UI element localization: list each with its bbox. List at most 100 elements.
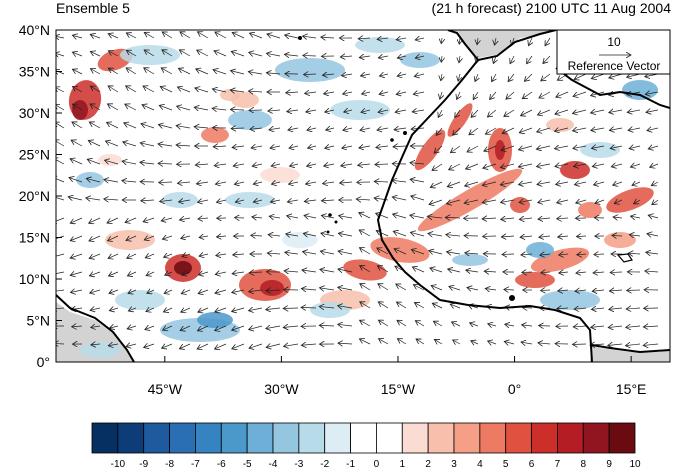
- wind-vector: [266, 308, 281, 310]
- lat-tick-label: 15°N: [19, 230, 50, 246]
- wind-vector: [558, 290, 569, 291]
- wind-vector: [108, 34, 119, 38]
- wind-vector: [324, 92, 335, 94]
- wind-vector: [338, 269, 353, 272]
- wind-vector: [231, 51, 245, 57]
- wind-vector: [232, 308, 245, 311]
- wind-vector: [628, 128, 641, 130]
- wind-vector: [652, 200, 659, 205]
- wind-vector: [319, 325, 335, 326]
- wind-vector: [378, 302, 389, 309]
- wind-vector: [458, 73, 460, 81]
- wind-vector: [360, 320, 371, 327]
- wind-vector: [56, 158, 65, 165]
- cape-verde-island: [334, 220, 338, 224]
- colorbar-label: -2: [320, 459, 329, 470]
- cape-verde-island: [328, 213, 332, 217]
- wind-vector: [147, 290, 155, 293]
- wind-vector: [125, 217, 137, 223]
- wind-vector: [448, 269, 461, 272]
- anomaly-field: [68, 37, 658, 358]
- wind-vector: [519, 127, 533, 133]
- wind-vector: [410, 179, 425, 182]
- wind-vector: [338, 287, 353, 290]
- wind-vector: [470, 323, 479, 326]
- wind-vector: [469, 127, 479, 135]
- anomaly-contour: [526, 242, 554, 258]
- wind-vector: [304, 215, 317, 218]
- lat-tick-label: 20°N: [19, 188, 50, 204]
- wind-vector: [144, 344, 155, 347]
- wind-vector: [397, 56, 407, 58]
- wind-vector: [572, 128, 587, 131]
- wind-vector: [235, 200, 245, 202]
- lon-tick-label: 15°W: [381, 381, 416, 397]
- wind-vector: [488, 324, 497, 326]
- anomaly-contour: [201, 127, 229, 143]
- wind-vector: [453, 340, 461, 344]
- wind-vector: [197, 50, 209, 57]
- wind-vector: [471, 341, 479, 344]
- wind-vector: [232, 272, 245, 274]
- wind-vector: [343, 128, 353, 130]
- wind-vector: [72, 104, 83, 111]
- wind-vector: [89, 217, 101, 223]
- axis-ticks: 40°N 35°N 30°N 25°N 20°N 15°N 10°N 5°N 0° 45°W 30°…: [19, 22, 647, 397]
- wind-vector: [143, 86, 155, 93]
- wind-vector: [162, 50, 173, 57]
- wind-vector: [89, 253, 101, 258]
- wind-vector: [90, 51, 101, 57]
- wind-vector: [56, 122, 65, 129]
- wind-vector: [288, 182, 299, 184]
- wind-vector: [162, 236, 173, 239]
- anomaly-contour: [417, 168, 523, 232]
- wind-vector: [56, 308, 65, 309]
- wind-vector: [412, 110, 425, 112]
- wind-vector: [126, 33, 137, 39]
- wind-vector: [609, 74, 623, 78]
- map-panel: [56, 30, 670, 362]
- wind-vector: [72, 52, 83, 56]
- lon-tick-label: 30°W: [264, 381, 299, 397]
- wind-vector: [501, 236, 515, 237]
- wind-vector: [145, 254, 155, 258]
- wind-vector: [627, 290, 641, 291]
- wind-vector: [537, 109, 551, 115]
- wind-vector: [495, 37, 496, 45]
- wind-vector: [558, 236, 569, 237]
- wind-vector: [360, 265, 371, 273]
- colorbar-label: 0: [374, 459, 380, 470]
- wind-vector: [432, 303, 443, 309]
- wind-vector: [321, 200, 335, 201]
- map-background: [56, 30, 670, 362]
- wind-vector: [591, 308, 605, 309]
- anomaly-contour: [98, 154, 122, 166]
- wind-vector: [559, 254, 569, 255]
- wind-vector: [344, 110, 353, 112]
- wind-vector: [613, 217, 623, 218]
- wind-vector: [303, 55, 317, 56]
- wind-vector: [416, 339, 425, 345]
- wind-vector: [70, 159, 83, 165]
- wind-vector: [611, 164, 623, 167]
- wind-vector: [212, 89, 227, 92]
- wind-vector: [519, 146, 533, 150]
- wind-vector: [195, 164, 209, 165]
- wind-vector: [181, 236, 191, 238]
- colorbar-label: -10: [111, 459, 126, 470]
- wind-vector: [540, 254, 551, 255]
- wind-vector: [573, 110, 587, 113]
- wind-vector: [159, 182, 173, 183]
- wind-vector: [614, 200, 623, 204]
- anomaly-contour: [72, 100, 88, 120]
- wind-vector: [465, 253, 479, 254]
- anomaly-contour: [495, 140, 505, 160]
- anomaly-contour: [578, 202, 602, 218]
- wind-vector: [177, 87, 191, 93]
- wind-vector: [196, 69, 209, 75]
- map-title: Ensemble 5: [56, 0, 130, 16]
- wind-vector: [520, 236, 533, 237]
- wind-vector: [321, 233, 335, 236]
- wind-vector: [410, 163, 425, 164]
- wind-vector: [628, 253, 641, 254]
